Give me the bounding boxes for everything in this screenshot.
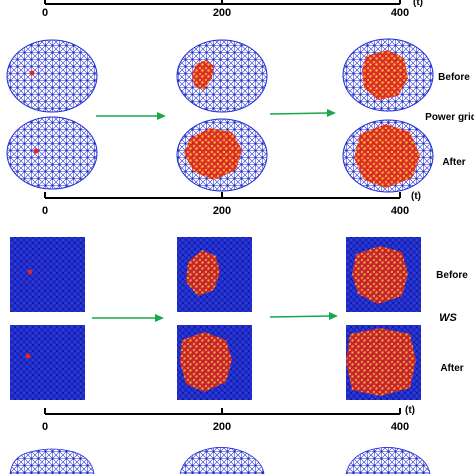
row-label-before: Before [436,270,468,281]
tick-label: 0 [42,205,48,217]
initial-failure [27,269,33,275]
network-graph [179,447,265,474]
failure-cluster [352,246,408,304]
initial-failure [33,148,39,154]
section-label: WS [439,312,457,324]
next-section-partial [9,447,431,474]
row-label-after: After [442,157,465,168]
ws-section: Before WS After [10,237,468,400]
row-label-after: After [440,363,463,374]
tick-label: 400 [391,421,409,433]
timeline-middle: 0 200 400 (t) [42,191,421,217]
failure-cluster [362,50,408,100]
failure-cluster [354,124,420,188]
initial-failure [25,353,31,359]
tick-label: 0 [42,7,48,19]
network-graph [10,325,85,400]
row-label-before: Before [438,72,470,83]
tick-label: 200 [213,421,231,433]
tick-label: 200 [213,7,231,19]
failure-cluster [186,250,220,296]
timeline-unit: (t) [411,191,421,202]
timeline-unit: (t) [405,405,415,416]
failure-cluster [180,332,232,392]
timeline-unit: (t) [413,0,423,8]
failure-cluster [346,328,416,396]
tick-label: 400 [391,7,409,19]
network-graph [9,448,95,474]
network-graph [6,39,98,113]
timeline-top: 0 200 400 (t) [42,0,423,19]
initial-failure [29,70,35,76]
tick-label: 0 [42,421,48,433]
transition-arrow [92,314,164,322]
network-graph [345,447,431,474]
timeline-bottom: 0 200 400 (t) [42,405,415,433]
failure-cluster [192,60,214,90]
section-label: Power grid [425,112,474,123]
network-graph [10,237,85,312]
power-grid-section: Before Power grid After [6,38,474,193]
network-graph [176,39,268,113]
tick-label: 200 [213,205,231,217]
tick-label: 400 [391,205,409,217]
transition-arrow [269,312,338,320]
failure-cluster [184,128,242,180]
transition-arrow [269,109,336,117]
network-graph [6,116,98,190]
transition-arrow [96,112,166,120]
